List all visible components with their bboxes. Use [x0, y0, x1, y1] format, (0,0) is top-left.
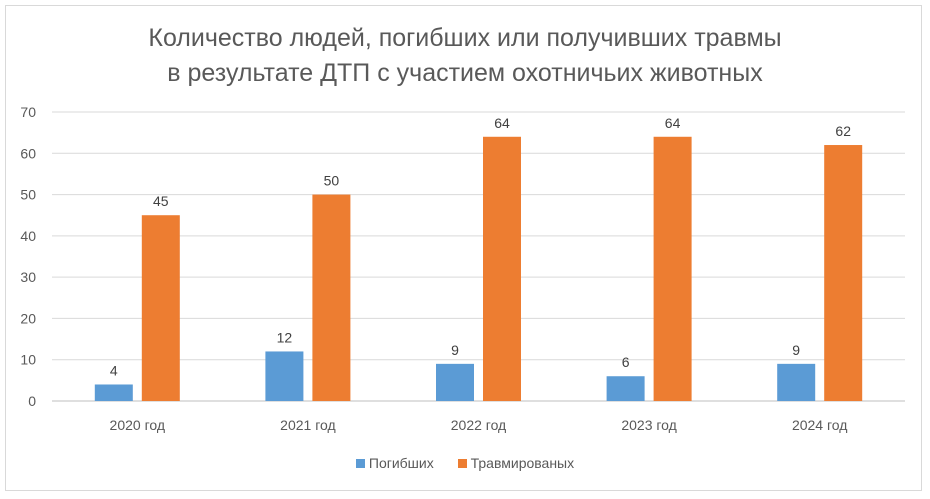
y-tick-label: 30 — [20, 269, 36, 285]
data-label: 62 — [835, 123, 851, 139]
bar-travmirovanykh — [312, 194, 351, 401]
data-label: 9 — [792, 342, 800, 358]
x-tick-label: 2022 год — [451, 417, 506, 433]
chart-frame — [5, 5, 922, 491]
bar-travmirovanykh — [653, 136, 692, 401]
data-label: 6 — [622, 354, 630, 370]
legend-swatch-1 — [457, 459, 467, 468]
bar-pogibshikh — [606, 376, 645, 401]
bar-pogibshikh — [265, 351, 304, 401]
bar-pogibshikh — [436, 363, 474, 401]
legend-label-1: Травмированых — [470, 455, 575, 471]
legend-item-0: Погибших — [355, 455, 434, 471]
legend-label-0: Погибших — [368, 455, 434, 471]
data-label: 4 — [110, 362, 118, 378]
y-tick-label: 50 — [20, 187, 36, 203]
bar-travmirovanykh — [141, 215, 180, 401]
x-tick-label: 2020 год — [110, 417, 165, 433]
data-label: 64 — [494, 115, 510, 131]
data-label: 45 — [153, 193, 169, 209]
y-tick-label: 40 — [20, 228, 36, 244]
legend-item-1: Травмированых — [457, 455, 575, 471]
y-tick-label: 0 — [28, 393, 36, 409]
chart-title-line-1: Количество людей, погибших или получивши… — [148, 24, 782, 52]
x-tick-label: 2024 год — [792, 417, 847, 433]
y-tick-label: 10 — [20, 352, 36, 368]
data-label: 9 — [451, 342, 459, 358]
bar-pogibshikh — [94, 384, 133, 401]
bar-travmirovanykh — [483, 136, 521, 401]
y-tick-label: 70 — [20, 104, 36, 120]
bar-pogibshikh — [777, 363, 816, 401]
x-tick-label: 2023 год — [621, 417, 676, 433]
legend: Погибших Травмированых — [0, 455, 930, 471]
data-label: 64 — [665, 115, 681, 131]
data-label: 50 — [324, 173, 340, 189]
y-tick-label: 20 — [20, 310, 36, 326]
legend-swatch-0 — [355, 459, 365, 468]
data-label: 12 — [277, 329, 293, 345]
y-tick-label: 60 — [20, 145, 36, 161]
chart-title-line-2: в результате ДТП с участием охотничьих ж… — [167, 59, 763, 87]
x-tick-label: 2021 год — [280, 417, 335, 433]
bar-travmirovanykh — [824, 145, 863, 401]
